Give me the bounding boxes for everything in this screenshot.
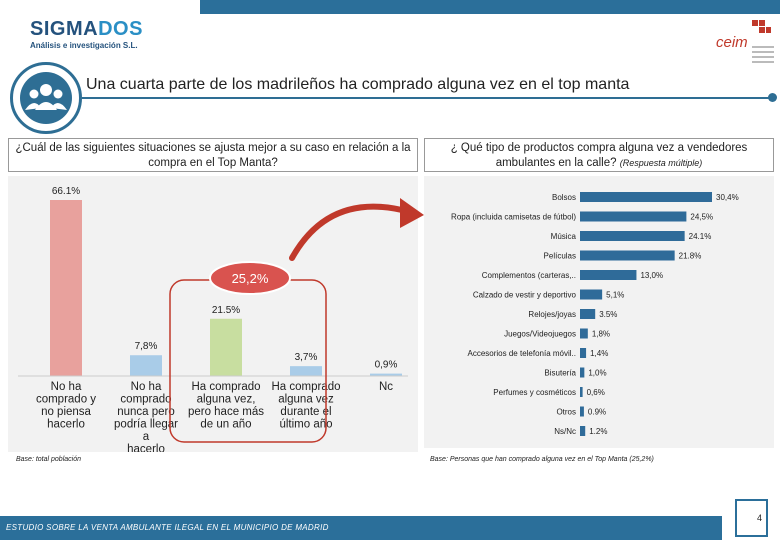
category-label: Ns/Nc [554, 427, 576, 436]
page-title: Una cuarta parte de los madrileños ha co… [86, 76, 630, 93]
bar-value-label: 1,0% [588, 369, 606, 378]
bar-value-label: 13,0% [640, 271, 663, 280]
logo-name-b: DOS [98, 18, 143, 40]
question-1: ¿Cuál de las siguientes situaciones se a… [8, 138, 418, 172]
ceim-logo-mark [752, 20, 771, 33]
bar-value-label: 1.2% [589, 427, 607, 436]
page-number: 4 [735, 499, 768, 537]
ceim-logo-lines [752, 46, 774, 66]
bar [580, 211, 687, 222]
bar-value-label: 24,5% [690, 213, 713, 222]
category-label: Calzado de vestir y deportivo [473, 291, 577, 300]
title-rule [82, 97, 772, 99]
bar-value-label: 0,6% [587, 388, 605, 397]
category-label: Relojes/joyas [528, 310, 576, 319]
bar [50, 200, 82, 376]
category-label: Complementos (carteras,.. [482, 271, 576, 280]
bar-value-label: 5,1% [606, 291, 624, 300]
logo-name-a: SIGMA [30, 18, 99, 40]
footer-bar [0, 516, 722, 540]
category-label: Bolsos [552, 193, 576, 202]
category-label: Música [551, 232, 577, 241]
bar [580, 387, 583, 397]
category-label: Perfumes y cosméticos [493, 388, 576, 397]
bar [580, 250, 675, 261]
category-label: Bisutería [544, 369, 576, 378]
bar [210, 318, 242, 376]
bar-value-label: 21.5% [212, 305, 240, 316]
bar [580, 270, 637, 280]
category-label: Ropa (incluida camisetas de fútbol) [451, 213, 576, 222]
category-label: Nc [379, 381, 393, 393]
bar [290, 366, 322, 376]
question-2-note: (Respuesta múltiple) [619, 158, 703, 168]
bar-value-label: 24.1% [689, 232, 712, 241]
title-rule-dot [768, 93, 777, 102]
bar-value-label: 7,8% [135, 341, 158, 352]
question-2-text: ¿ Qué tipo de productos compra alguna ve… [450, 142, 748, 169]
category-label: Ha comprado alguna vez durante el último añ… [271, 381, 340, 431]
logo-subtitle: Análisis e investigación S.L. [30, 41, 138, 50]
purchase-situation-chart: 66.1% 7,8% 21.5% 3,7% 0,9% No ha comprado y no… [8, 176, 418, 452]
ceim-logo-text: ceim [716, 34, 748, 51]
products-bought-chart: Bolsos 30,4% Ropa (incluida camisetas de f… [424, 176, 774, 448]
bar-value-label: 30,4% [716, 193, 739, 202]
bar [130, 355, 162, 376]
category-label: Otros [556, 408, 576, 417]
footer-text: ESTUDIO SOBRE LA VENTA AMBULANTE ILEGAL … [6, 523, 329, 532]
bar-value-label: 0,9% [375, 360, 398, 371]
category-label: Películas [544, 252, 576, 261]
bar-value-label: 3.5% [599, 310, 617, 319]
title-badge-ring [10, 62, 82, 134]
bar-value-label: 1,4% [590, 349, 608, 358]
bar [580, 406, 584, 417]
bar [580, 328, 588, 339]
top-bar-gap [0, 0, 200, 14]
sigmados-logo: SIGMADOS Análisis e investigación S.L. [30, 18, 143, 50]
bar-value-label: 21.8% [679, 252, 702, 261]
bar [580, 289, 603, 300]
bar [370, 373, 402, 376]
base-note-2: Base: Personas que han comprado alguna v… [430, 456, 654, 463]
bar [580, 231, 685, 241]
bar-value-label: 1,8% [592, 330, 610, 339]
bar [580, 309, 596, 319]
base-note-1: Base: total población [16, 456, 81, 463]
category-label: Juegos/Videojuegos [504, 330, 576, 339]
title-badge [20, 72, 72, 124]
category-label: No ha comprado y no piensa hacerlo [36, 381, 96, 431]
bar [580, 192, 712, 202]
bar-value-label: 3,7% [295, 352, 318, 363]
bar [580, 367, 585, 378]
bar-value-label: 66.1% [52, 186, 80, 197]
category-label: Accesorios de telefonía móvil.. [468, 349, 577, 358]
bar [580, 426, 586, 436]
question-2: ¿ Qué tipo de productos compra alguna ve… [424, 138, 774, 172]
category-label: No ha comprado nunca pero podría llegar a hac… [114, 381, 178, 452]
bar-value-label: 0.9% [588, 408, 606, 417]
bar [580, 348, 587, 358]
people-group-icon [25, 84, 67, 110]
